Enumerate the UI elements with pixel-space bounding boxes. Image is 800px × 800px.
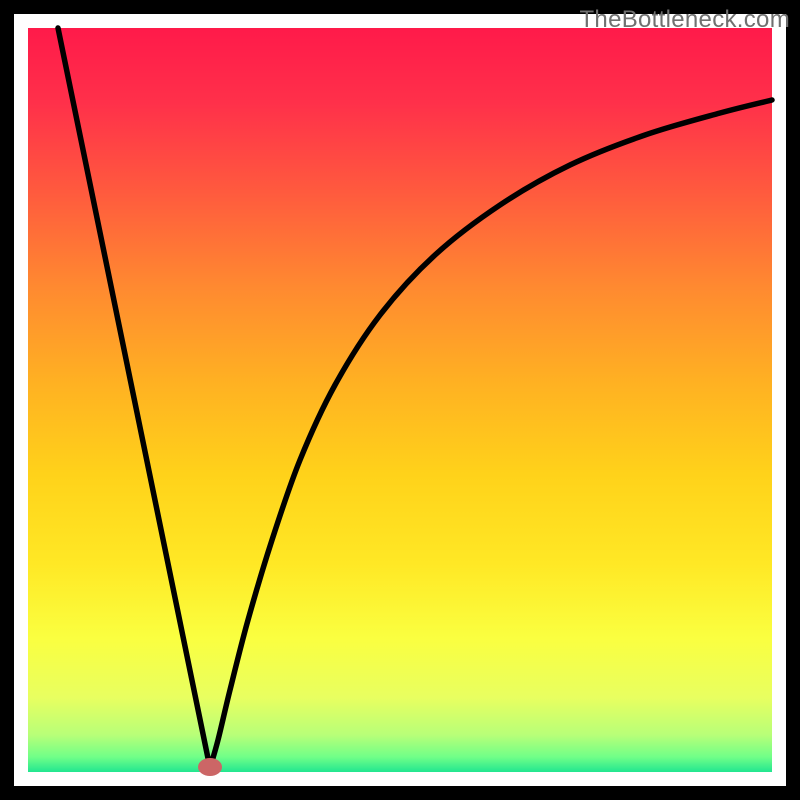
vertex-marker (198, 758, 222, 776)
plot-background (28, 28, 772, 772)
watermark-text: TheBottleneck.com (579, 6, 790, 34)
chart-svg (0, 0, 800, 800)
bottleneck-chart: TheBottleneck.com (0, 0, 800, 800)
